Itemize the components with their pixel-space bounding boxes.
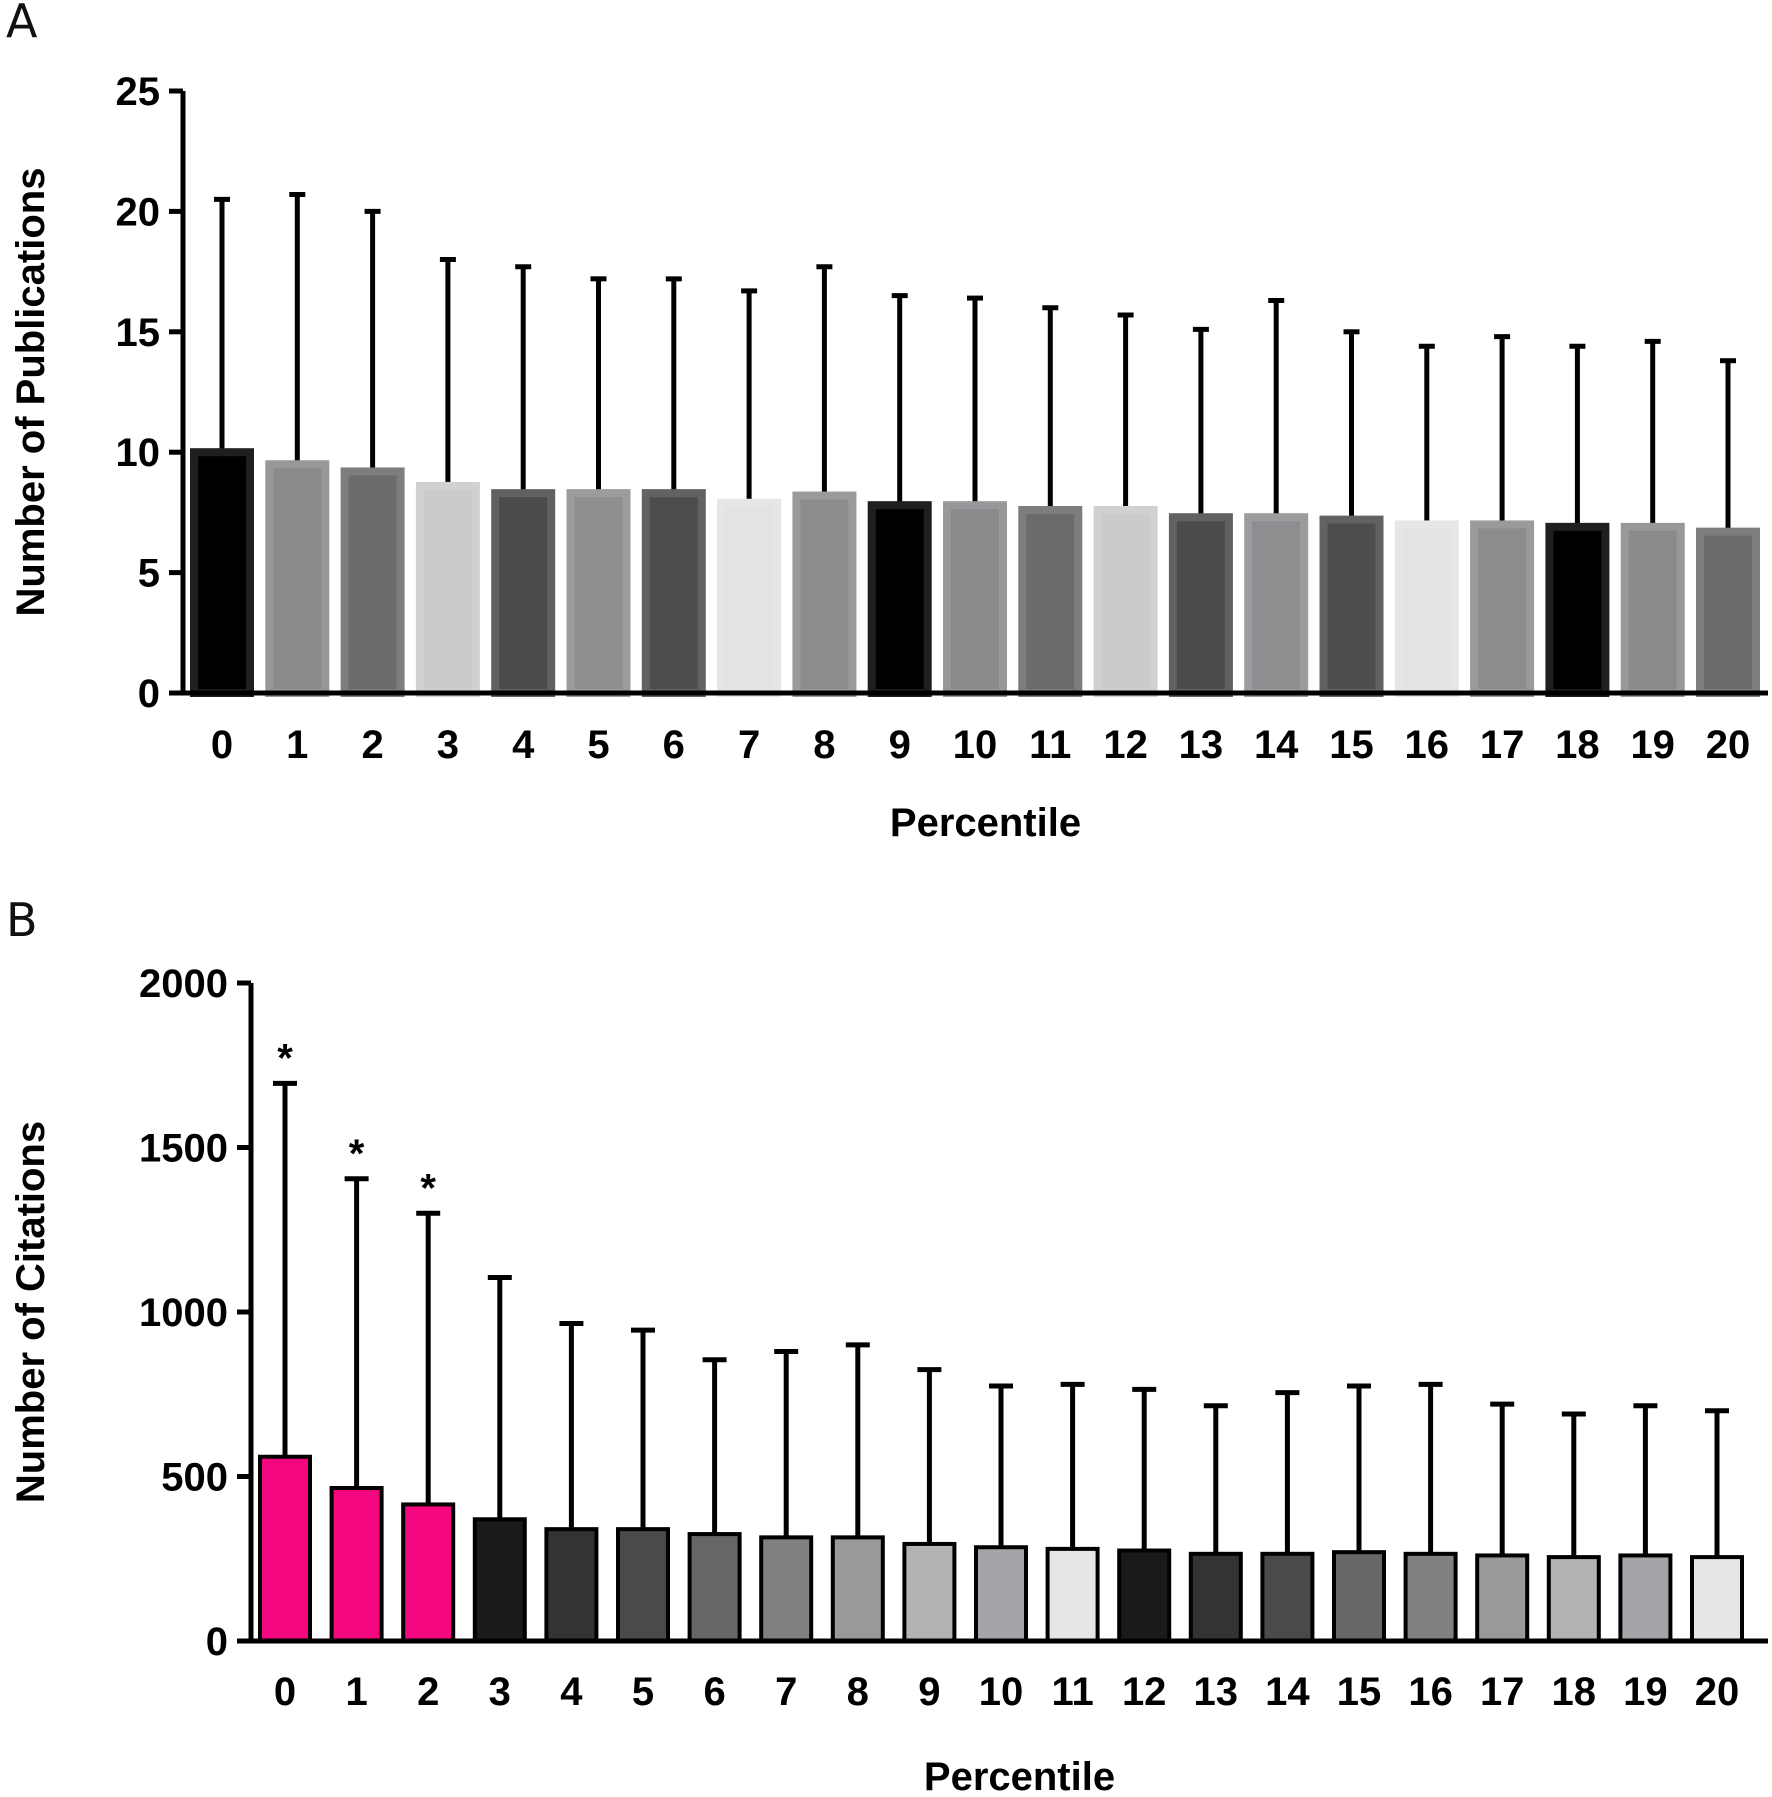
- chart-b-bar: [1045, 1546, 1100, 1644]
- chart-a-bar: [491, 489, 556, 697]
- chart-b-x-tick-label: 5: [632, 1670, 654, 1714]
- chart-b-x-tick-label: 8: [847, 1670, 869, 1714]
- chart-a-x-tick-label: 8: [813, 723, 835, 767]
- chart-b-x-tick-label: 2: [417, 1670, 439, 1714]
- chart-b-significance-star: *: [349, 1132, 365, 1176]
- chart-b-y-tick-label: 0: [206, 1620, 228, 1664]
- chart-a-x-tick-label: 1: [286, 723, 308, 767]
- chart-b-bar: [401, 1502, 456, 1643]
- chart-b-y-axis-title: Number of Citations: [9, 1121, 53, 1503]
- chart-a-x-tick-label: 11: [1029, 723, 1071, 767]
- chart-b-bar: [902, 1541, 957, 1643]
- chart-b-x-tick-label: 18: [1552, 1670, 1597, 1714]
- chart-a-y-tick-label: 20: [116, 190, 161, 234]
- chart-b-bar: [1690, 1555, 1744, 1643]
- chart-a-x-tick-label: 17: [1480, 723, 1525, 767]
- chart-b-bar: [687, 1532, 742, 1643]
- chart-b-bar: [1475, 1553, 1530, 1643]
- chart-b-x-axis-title: Percentile: [924, 1755, 1115, 1797]
- chart-b-x-tick-label: 13: [1194, 1670, 1239, 1714]
- chart-a-x-tick-label: 16: [1405, 723, 1450, 767]
- chart-a-bar: [792, 491, 857, 697]
- chart-a-x-tick-label: 10: [953, 723, 998, 767]
- chart-a-x-tick-label: 20: [1706, 723, 1751, 767]
- chart-a-bar: [190, 448, 254, 698]
- chart-b-bar: [1332, 1550, 1386, 1644]
- chart-b-x-tick-label: 15: [1337, 1670, 1382, 1714]
- chart-a-x-tick-label: 0: [211, 723, 233, 767]
- chart-b-x-tick-label: 3: [489, 1670, 511, 1714]
- chart-a-x-tick-label: 14: [1254, 723, 1299, 767]
- chart-b-bar: [258, 1454, 312, 1644]
- chart-b-x-tick-label: 11: [1051, 1670, 1093, 1714]
- chart-b-significance-star: *: [420, 1166, 436, 1210]
- chart-a-y-tick-label: 10: [116, 431, 161, 475]
- chart-a-bar: [415, 481, 480, 697]
- chart-b-x-tick-label: 1: [345, 1670, 367, 1714]
- chart-a-x-tick-label: 7: [738, 723, 760, 767]
- chart-b-bar: [1618, 1553, 1673, 1643]
- chart-b-bar: [1403, 1551, 1458, 1643]
- chart-a-x-tick-label: 4: [512, 723, 535, 767]
- chart-a-x-tick-label: 19: [1630, 723, 1675, 767]
- chart-b-bar: [759, 1535, 814, 1643]
- chart-b-y-tick-label: 500: [161, 1456, 228, 1500]
- chart-b-x-tick-label: 7: [775, 1670, 797, 1714]
- chart-a-x-tick-label: 3: [437, 723, 459, 767]
- chart-b-x-tick-label: 10: [979, 1670, 1024, 1714]
- chart-b-bar: [1546, 1555, 1601, 1643]
- chart-b-x-tick-label: 14: [1265, 1670, 1310, 1714]
- chart-a-x-tick-label: 9: [889, 723, 911, 767]
- chart-b-bar: [616, 1527, 670, 1644]
- chart-a-x-tick-label: 2: [361, 723, 383, 767]
- chart-b-x-tick-label: 16: [1408, 1670, 1453, 1714]
- chart-b-x-tick-label: 20: [1695, 1670, 1740, 1714]
- chart-a-x-tick-label: 5: [587, 723, 609, 767]
- chart-a-x-axis-title: Percentile: [890, 801, 1081, 845]
- chart-b-x-tick-label: 17: [1480, 1670, 1525, 1714]
- chart-b-bar: [1117, 1548, 1172, 1644]
- chart-a-x-tick-label: 12: [1103, 723, 1148, 767]
- chart-a-x-tick-label: 13: [1179, 723, 1224, 767]
- chart-a-y-axis-title: Number of Publications: [9, 168, 53, 617]
- panel-letter-b: B: [6, 893, 38, 947]
- chart-b-x-tick-label: 9: [918, 1670, 940, 1714]
- chart-b-x-tick-label: 19: [1623, 1670, 1668, 1714]
- chart-b-bar: [329, 1486, 384, 1644]
- chart-b-bar: [1260, 1551, 1315, 1643]
- chart-b-bar: [830, 1535, 885, 1643]
- chart-a-bar: [1168, 513, 1233, 697]
- chart-b-x-tick-label: 4: [560, 1670, 583, 1714]
- chart-b-y-tick-label: 1500: [139, 1127, 228, 1171]
- chart-a-bar: [1319, 515, 1384, 698]
- panel-letter-a: A: [6, 0, 38, 48]
- chart-b-bar: [544, 1527, 599, 1644]
- chart-b-x-tick-label: 12: [1122, 1670, 1167, 1714]
- chart-a-x-tick-label: 15: [1329, 723, 1374, 767]
- chart-b-x-tick-label: 6: [703, 1670, 725, 1714]
- chart-a-bar: [1394, 520, 1459, 697]
- chart-b-significance-star: *: [277, 1036, 293, 1080]
- chart-b-bar: [974, 1545, 1028, 1643]
- chart-a-y-tick-label: 5: [138, 552, 160, 596]
- chart-a-y-tick-label: 0: [138, 672, 160, 716]
- chart-a-y-tick-label: 15: [116, 311, 161, 355]
- chart-b-bar: [1188, 1551, 1243, 1643]
- chart-a-x-tick-label: 6: [663, 723, 685, 767]
- chart-b-y-tick-label: 1000: [139, 1291, 228, 1335]
- chart-b-x-tick-label: 0: [274, 1670, 296, 1714]
- chart-b-y-tick-label: 2000: [139, 962, 228, 1006]
- chart-b-bar: [472, 1517, 527, 1644]
- chart-a-x-tick-label: 18: [1555, 723, 1600, 767]
- chart-a-bar: [340, 467, 405, 697]
- chart-a-y-tick-label: 25: [116, 70, 161, 114]
